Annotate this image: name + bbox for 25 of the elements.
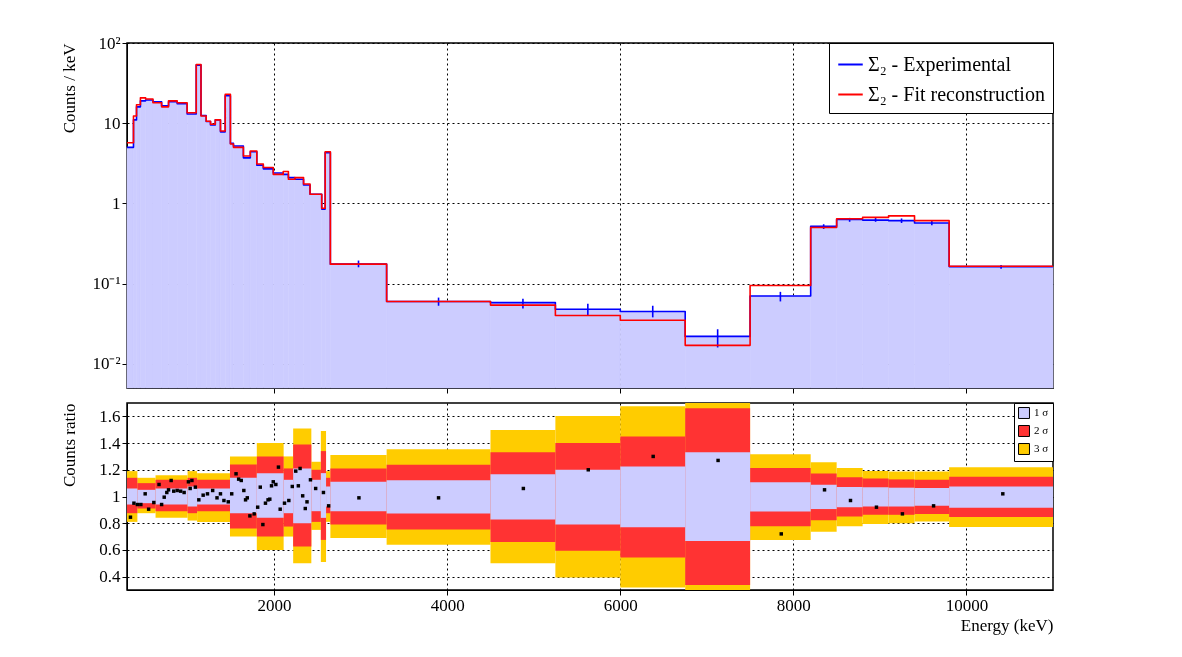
legend-label: 3 σ <box>1034 442 1049 454</box>
x-tick-label: 4000 <box>430 595 465 615</box>
y-tick-label: 10⁻¹ <box>92 274 121 294</box>
y-tick-label: 10² <box>98 33 121 53</box>
y-tick-label: 1 <box>112 487 121 506</box>
legend-label: Σ₂ - Fit reconstruction <box>868 82 1045 105</box>
legend-label: 2 σ <box>1034 424 1049 436</box>
x-tick-label: 8000 <box>776 595 811 615</box>
y-tick-label: 1.4 <box>99 433 121 453</box>
y-tick-label: 1.6 <box>99 406 121 426</box>
y-tick-label: 10 <box>103 113 121 133</box>
y-tick-label: 1 <box>112 193 121 213</box>
y-axis-title: Counts ratio <box>59 403 79 488</box>
y-tick-label: 0.6 <box>99 540 121 560</box>
y-tick-label: 1.2 <box>99 460 121 480</box>
y-tick-label: 0.4 <box>99 567 121 587</box>
x-axis-title: Energy (keV) <box>960 615 1054 635</box>
x-tick-label: 2000 <box>257 595 292 615</box>
y-tick-label: 0.8 <box>99 513 121 533</box>
legend-label: 1 σ <box>1034 406 1049 418</box>
y-tick-label: 10⁻² <box>92 354 121 374</box>
legend-label: Σ₂ - Experimental <box>868 52 1012 76</box>
y-axis-title: Counts / keV <box>59 42 79 134</box>
x-tick-label: 6000 <box>603 595 638 615</box>
x-tick-label: 10000 <box>945 595 989 615</box>
